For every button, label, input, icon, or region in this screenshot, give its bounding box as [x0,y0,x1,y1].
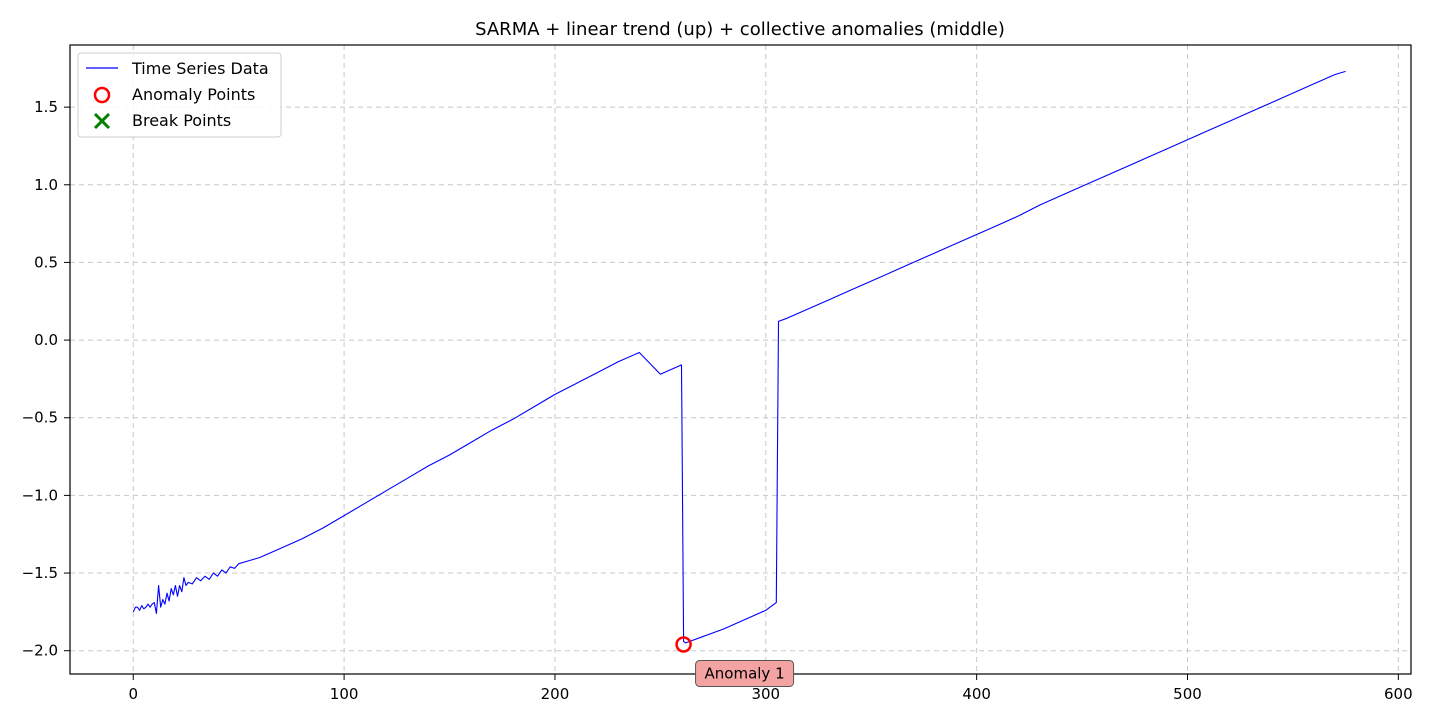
y-tick-label: 0.0 [34,331,58,349]
legend-frame [77,52,282,138]
plot-area [132,70,1346,653]
x-tick-label: 100 [330,685,359,703]
annotation-box [695,659,795,687]
x-tick-label: 300 [751,685,780,703]
x-tick-label: 0 [128,685,138,703]
grid [70,45,1411,674]
x-tick-label: 400 [962,685,991,703]
chart-title: SARMA + linear trend (up) + collective a… [475,19,1005,40]
y-tick-label: −1.0 [22,486,58,504]
legend-label-anomaly-points: Anomaly Points [132,85,255,104]
anomaly-point-marker [675,636,692,653]
legend-circle-swatch [93,86,111,104]
y-tick-label: −2.0 [22,642,58,660]
y-tick-label: −0.5 [22,409,58,427]
x-tick-label: 200 [541,685,570,703]
y-tick-label: −1.5 [22,564,58,582]
legend-label-break-points: Break Points [132,111,231,130]
y-tick-label: 1.0 [34,176,58,194]
y-tick-label: 1.5 [34,98,58,116]
axis-ticks: 0 100 200 300 400 500 600 −2.0 −1.5 −1.0 −0.5 0.0 0.… [22,98,1413,703]
x-tick-label: 600 [1384,685,1413,703]
series-line-time-series-data [132,70,1346,644]
annotation-label: Anomaly 1 [705,664,785,682]
legend-label-time-series: Time Series Data [131,59,269,78]
y-tick-label: 0.5 [34,253,58,271]
x-tick-label: 500 [1173,685,1202,703]
legend-x-swatch [93,112,111,130]
annotations: Anomaly 1 [695,659,795,687]
legend: Time Series Data Anomaly Points Break Po… [77,52,282,138]
